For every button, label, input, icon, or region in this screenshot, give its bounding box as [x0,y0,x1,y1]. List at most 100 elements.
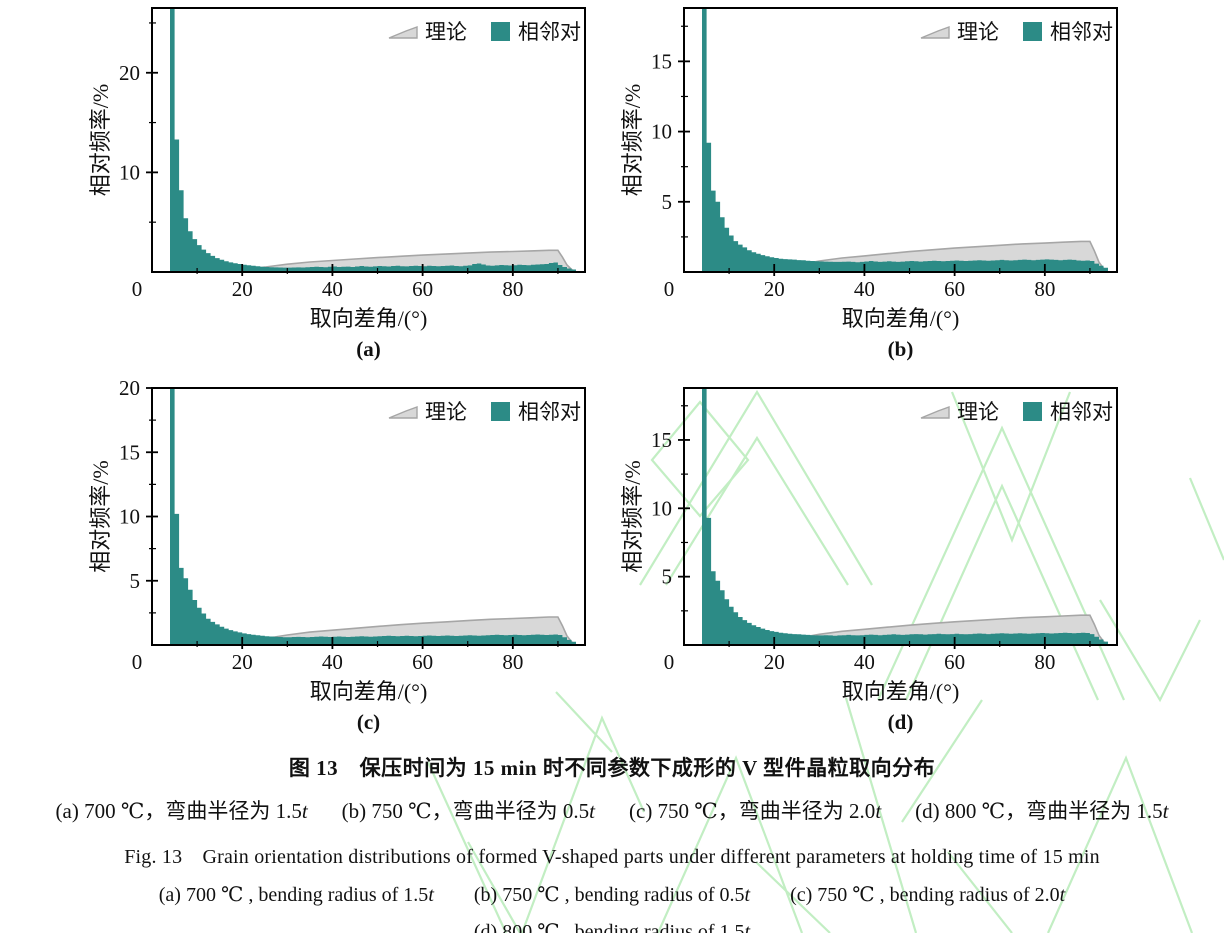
legend-pairs-label: 相邻对 [1050,20,1113,44]
x-tick-label: 40 [322,650,343,674]
watermark-stroke [665,435,849,586]
watermark-stroke [1188,477,1224,561]
legend-theory-swatch [388,406,418,419]
x-tick-label: 0 [664,277,675,301]
x-axis-title: 取向差角/(°) [310,306,428,331]
caption-subitem: (a) 700 ℃ , bending radius of 1.5t [158,884,434,906]
chart-panel-c: 0 20 40 60 80 5 10 15 20 取向差角/(°) 相对频率/% (c) 理论 相邻对 [88,376,586,734]
x-tick-label: 20 [764,650,785,674]
watermark-stroke [844,697,918,933]
legend-theory-label: 理论 [957,20,999,44]
caption-en-title: Fig. 13 Grain orientation distributions … [124,846,1100,868]
x-tick-label: 40 [854,650,875,674]
x-tick-label: 60 [412,650,433,674]
x-tick-label: 40 [854,277,875,301]
x-tick-label: 80 [502,277,523,301]
caption-subitem: (b) 750 ℃，弯曲半径为 0.5t [341,799,595,823]
legend-pairs-swatch [1023,22,1042,41]
watermark-stroke [876,425,1126,701]
caption-subitem: (a) 700 ℃，弯曲半径为 1.5t [55,799,308,823]
y-axis-title: 相对频率/% [88,460,113,572]
x-tick-label: 60 [944,650,965,674]
x-tick-label: 80 [1034,650,1055,674]
chart-panel-b: 0 20 40 60 80 5 10 15 取向差角/(°) 相对频率/% (b) 理论 相邻对 [620,7,1118,361]
legend-pairs-label: 相邻对 [518,20,581,44]
legend-pairs-label: 相邻对 [1050,400,1113,424]
watermark-stroke [1099,599,1201,703]
y-axis-title: 相对频率/% [88,84,113,196]
y-tick-label: 15 [651,428,672,452]
x-tick-label: 80 [1034,277,1055,301]
watermark-stroke [947,851,1013,933]
y-tick-label: 10 [119,160,140,184]
histogram-bars [702,8,1108,272]
caption-subitem: (d) 800 ℃，弯曲半径为 1.5t [915,799,1169,823]
plot-border [683,7,1118,273]
x-tick-label: 20 [232,650,253,674]
x-tick-label: 60 [944,277,965,301]
caption-subitem: (c) 750 ℃，弯曲半径为 2.0t [629,799,882,823]
caption-cn-subitems: (a) 700 ℃，弯曲半径为 1.5t (b) 750 ℃，弯曲半径为 0.5t… [0,795,1224,825]
watermark-stroke [950,391,1072,543]
panel-label: (b) [888,337,914,361]
y-tick-label: 5 [662,565,673,589]
x-tick-label: 20 [232,277,253,301]
caption-en-subitems-row2: (d) 800 ℃ , bending radius of 1.5t [0,919,1224,933]
y-tick-label: 20 [119,61,140,85]
chart-panel-a: 0 20 40 60 80 10 20 取向差角/(°) 相对频率/% (a) 理论 相邻对 [88,7,586,361]
panel-label: (a) [356,337,381,361]
panel-label: (d) [888,710,914,734]
legend-pairs-label: 相邻对 [518,400,581,424]
legend-theory-swatch [920,406,950,419]
x-tick-label: 0 [132,277,143,301]
watermark-stroke [520,715,646,933]
y-tick-label: 10 [651,120,672,144]
x-tick-label: 80 [502,650,523,674]
y-tick-label: 10 [119,505,140,529]
histogram-bars [170,388,576,645]
legend-theory-label: 理论 [425,20,467,44]
caption-subitem: (d) 800 ℃ , bending radius of 1.5t [473,921,751,933]
plot-border [151,387,586,646]
legend-pairs-swatch [1023,402,1042,421]
watermark-stroke [639,389,873,586]
chart-panel-d: 0 20 40 60 80 5 10 15 取向差角/(°) 相对频率/% (d) 理论 相邻对 [620,387,1118,734]
watermark-stroke [555,691,613,753]
x-axis-title: 取向差角/(°) [842,679,960,704]
histogram-bars [170,8,576,272]
x-tick-label: 0 [132,650,143,674]
x-tick-label: 60 [412,277,433,301]
legend-theory-label: 理论 [425,400,467,424]
watermark-stroke [650,400,750,518]
legend-theory-swatch [388,26,418,39]
watermark-stroke [426,761,508,933]
watermark-stroke [901,699,983,823]
figure-caption: 图 13 保压时间为 15 min 时不同参数下成形的 V 型件晶粒取向分布 (… [0,752,1224,933]
x-tick-label: 40 [322,277,343,301]
y-axis-title: 相对频率/% [620,84,645,196]
y-tick-label: 20 [119,376,140,400]
plot-border [683,387,1118,646]
plot-border [151,7,586,273]
legend-pairs-swatch [491,402,510,421]
caption-subitem: (b) 750 ℃ , bending radius of 0.5t [473,884,751,906]
watermark-stroke [755,861,831,933]
watermark-stroke [1046,755,1194,933]
y-tick-label: 5 [662,190,673,214]
caption-en-subitems-row1: (a) 700 ℃ , bending radius of 1.5t (b) 75… [0,882,1224,907]
legend-theory-swatch [920,26,950,39]
caption-cn-title: 图 13 保压时间为 15 min 时不同参数下成形的 V 型件晶粒取向分布 [288,756,936,780]
y-tick-label: 10 [651,496,672,520]
watermark-stroke [467,841,521,933]
caption-subitem: (c) 750 ℃ , bending radius of 2.0t [790,884,1066,906]
panel-label: (c) [357,710,380,734]
watermark-stroke [656,755,804,933]
theory-outline [215,249,575,273]
x-axis-title: 取向差角/(°) [842,306,960,331]
legend-theory-label: 理论 [957,400,999,424]
x-tick-label: 20 [764,277,785,301]
histogram-bars [702,388,1108,645]
y-tick-label: 15 [119,440,140,464]
